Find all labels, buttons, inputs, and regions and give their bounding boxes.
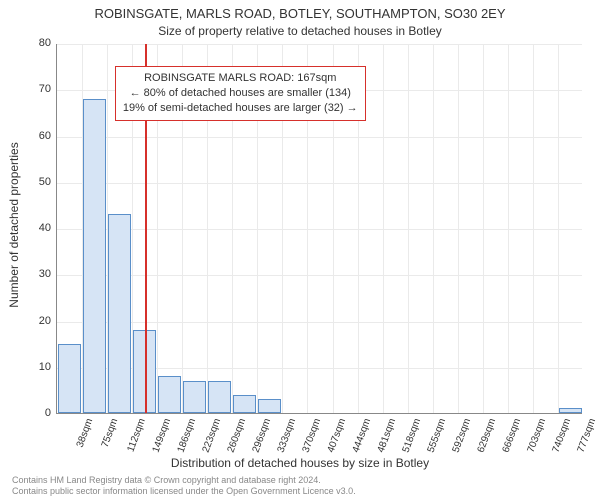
y-tick-label: 40: [39, 222, 51, 234]
x-tick-label: 112sqm: [125, 417, 147, 454]
x-tick-label: 296sqm: [250, 417, 273, 454]
y-tick-label: 80: [39, 37, 51, 49]
x-tick-label: 703sqm: [526, 417, 549, 454]
y-tick-label: 20: [39, 315, 51, 327]
x-axis-label: Distribution of detached houses by size …: [0, 456, 600, 470]
gridline-h: [57, 183, 582, 184]
histogram-bar: [233, 395, 256, 414]
histogram-bar: [258, 399, 281, 413]
histogram-bar: [58, 344, 81, 413]
footer-line-1: Contains HM Land Registry data © Crown c…: [12, 475, 356, 487]
x-tick-label: 333sqm: [276, 417, 299, 454]
y-tick-label: 50: [39, 176, 51, 188]
gridline-v: [508, 44, 509, 413]
x-tick-label: 629sqm: [476, 417, 499, 454]
x-tick-label: 38sqm: [74, 417, 95, 449]
footer-attribution: Contains HM Land Registry data © Crown c…: [12, 475, 356, 498]
histogram-bar: [83, 99, 106, 414]
annotation-line-2: ← 80% of detached houses are smaller (13…: [123, 86, 358, 101]
x-tick-label: 777sqm: [576, 417, 599, 454]
gridline-h: [57, 44, 582, 45]
x-tick-label: 223sqm: [200, 417, 223, 454]
histogram-bar: [208, 381, 231, 413]
histogram-bar: [158, 376, 181, 413]
chart-container: ROBINSGATE, MARLS ROAD, BOTLEY, SOUTHAMP…: [0, 0, 600, 500]
chart-title-main: ROBINSGATE, MARLS ROAD, BOTLEY, SOUTHAMP…: [0, 6, 600, 21]
histogram-bar: [183, 381, 206, 413]
gridline-v: [533, 44, 534, 413]
x-tick-label: 370sqm: [301, 417, 324, 454]
x-tick-label: 75sqm: [99, 417, 120, 449]
gridline-v: [408, 44, 409, 413]
plot-area: 0102030405060708038sqm75sqm112sqm149sqm1…: [56, 44, 582, 414]
x-tick-label: 186sqm: [175, 417, 198, 454]
gridline-v: [458, 44, 459, 413]
x-tick-label: 592sqm: [451, 417, 474, 454]
gridline-v: [558, 44, 559, 413]
y-tick-label: 70: [39, 83, 51, 95]
gridline-h: [57, 229, 582, 230]
gridline-v: [483, 44, 484, 413]
histogram-bar: [108, 214, 131, 413]
gridline-v: [433, 44, 434, 413]
footer-line-2: Contains public sector information licen…: [12, 486, 356, 498]
y-axis-label: Number of detached properties: [7, 142, 21, 307]
histogram-bar: [559, 408, 582, 413]
annotation-line-1: ROBINSGATE MARLS ROAD: 167sqm: [123, 71, 358, 86]
gridline-h: [57, 322, 582, 323]
x-tick-label: 740sqm: [551, 417, 574, 454]
y-tick-label: 10: [39, 361, 51, 373]
x-tick-label: 666sqm: [501, 417, 524, 454]
y-tick-label: 30: [39, 268, 51, 280]
x-tick-label: 260sqm: [225, 417, 248, 454]
x-tick-label: 407sqm: [326, 417, 349, 454]
gridline-v: [383, 44, 384, 413]
x-tick-label: 149sqm: [150, 417, 173, 454]
x-tick-label: 518sqm: [401, 417, 424, 454]
y-tick-label: 0: [45, 407, 51, 419]
gridline-h: [57, 275, 582, 276]
gridline-h: [57, 137, 582, 138]
annotation-line-3: 19% of semi-detached houses are larger (…: [123, 101, 358, 116]
x-tick-label: 444sqm: [351, 417, 374, 454]
x-tick-label: 555sqm: [426, 417, 449, 454]
annotation-callout: ROBINSGATE MARLS ROAD: 167sqm← 80% of de…: [115, 66, 366, 121]
x-tick-label: 481sqm: [376, 417, 399, 454]
y-tick-label: 60: [39, 130, 51, 142]
chart-title-sub: Size of property relative to detached ho…: [0, 24, 600, 38]
